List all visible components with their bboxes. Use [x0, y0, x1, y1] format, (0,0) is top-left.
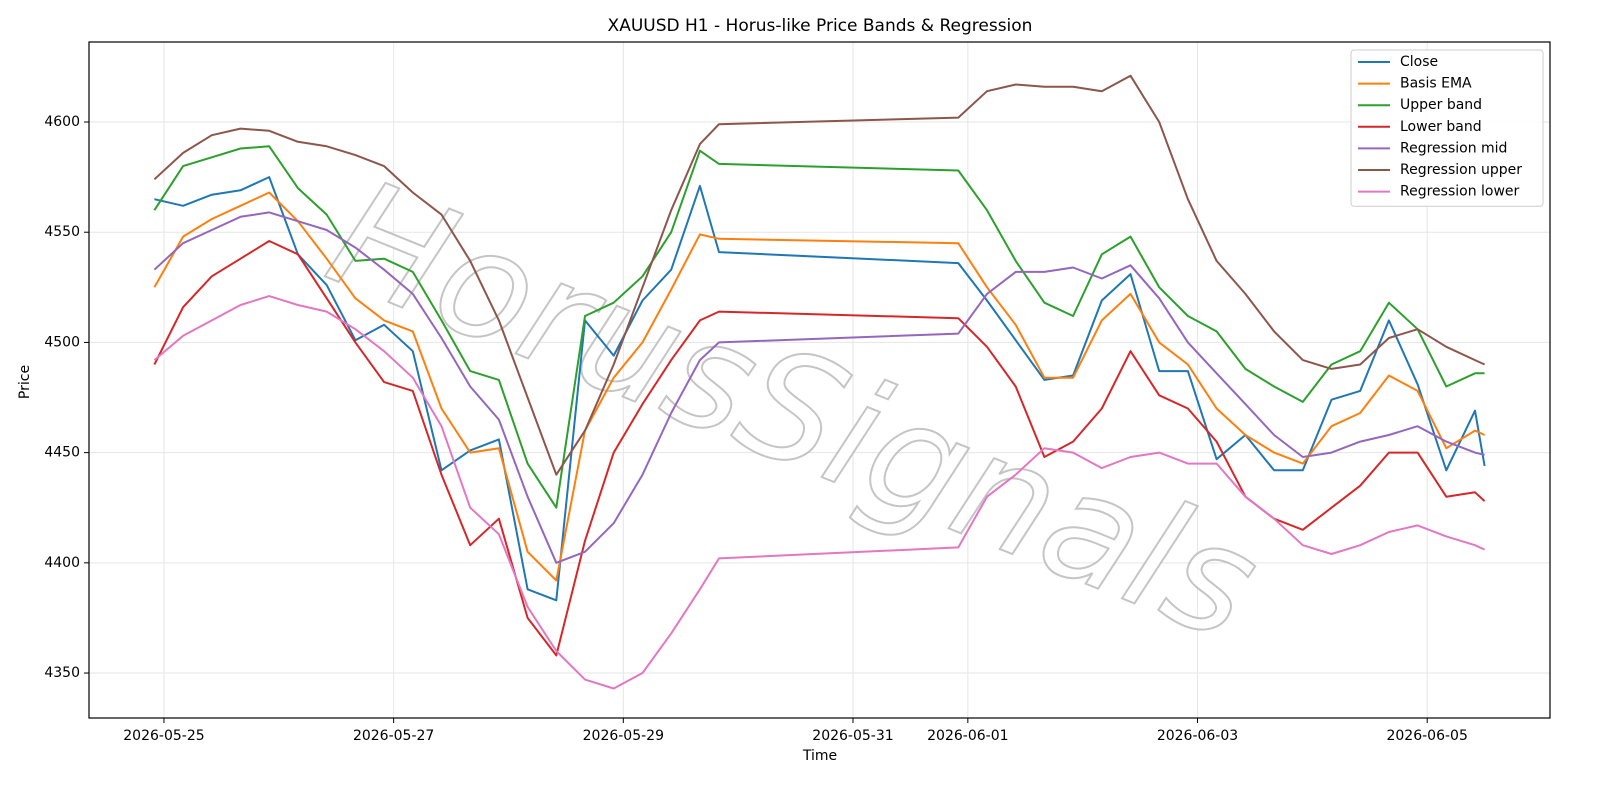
- legend-label: Regression upper: [1400, 162, 1522, 178]
- plot-frame: [88, 41, 1551, 719]
- series-line: [153, 211, 1485, 564]
- y-tick-label: 4450: [44, 445, 80, 461]
- y-axis-label: Price: [17, 365, 33, 399]
- legend-box: [1350, 49, 1544, 207]
- x-axis-label: Time: [802, 748, 837, 764]
- legend-label: Regression mid: [1400, 140, 1507, 156]
- series-line: [153, 74, 1486, 476]
- series-line: [153, 240, 1486, 657]
- series-line: [153, 295, 1486, 690]
- x-tick-label: 2026-05-25: [123, 728, 204, 744]
- watermark: HorusSignals: [308, 147, 1280, 675]
- y-tick-label: 4500: [44, 334, 80, 350]
- x-tick-label: 2026-05-31: [812, 728, 893, 744]
- series-line: [153, 191, 1486, 582]
- legend-label: Regression lower: [1400, 184, 1520, 200]
- x-tick-label: 2026-06-01: [927, 728, 1008, 744]
- legend-label: Lower band: [1400, 119, 1482, 135]
- y-tick-label: 4400: [44, 555, 80, 571]
- x-tick-label: 2026-05-29: [583, 728, 664, 744]
- y-tick-label: 4600: [44, 114, 80, 130]
- legend: Close Basis EMA Upper band Lower band Regres…: [1350, 49, 1544, 207]
- legend-label: Close: [1400, 54, 1438, 70]
- y-tick-label: 4350: [44, 665, 80, 681]
- legend-label: Basis EMA: [1400, 76, 1472, 92]
- y-tick-label: 4550: [44, 224, 80, 240]
- legend-label: Upper band: [1400, 97, 1482, 113]
- series-line: [153, 145, 1485, 509]
- x-tick-label: 2026-06-03: [1157, 728, 1238, 744]
- x-tick-label: 2026-06-05: [1386, 728, 1467, 744]
- series-line: [154, 176, 1486, 602]
- chart-title: XAUUSD H1 - Horus-like Price Bands & Reg…: [608, 16, 1033, 36]
- x-tick-label: 2026-05-27: [353, 728, 434, 744]
